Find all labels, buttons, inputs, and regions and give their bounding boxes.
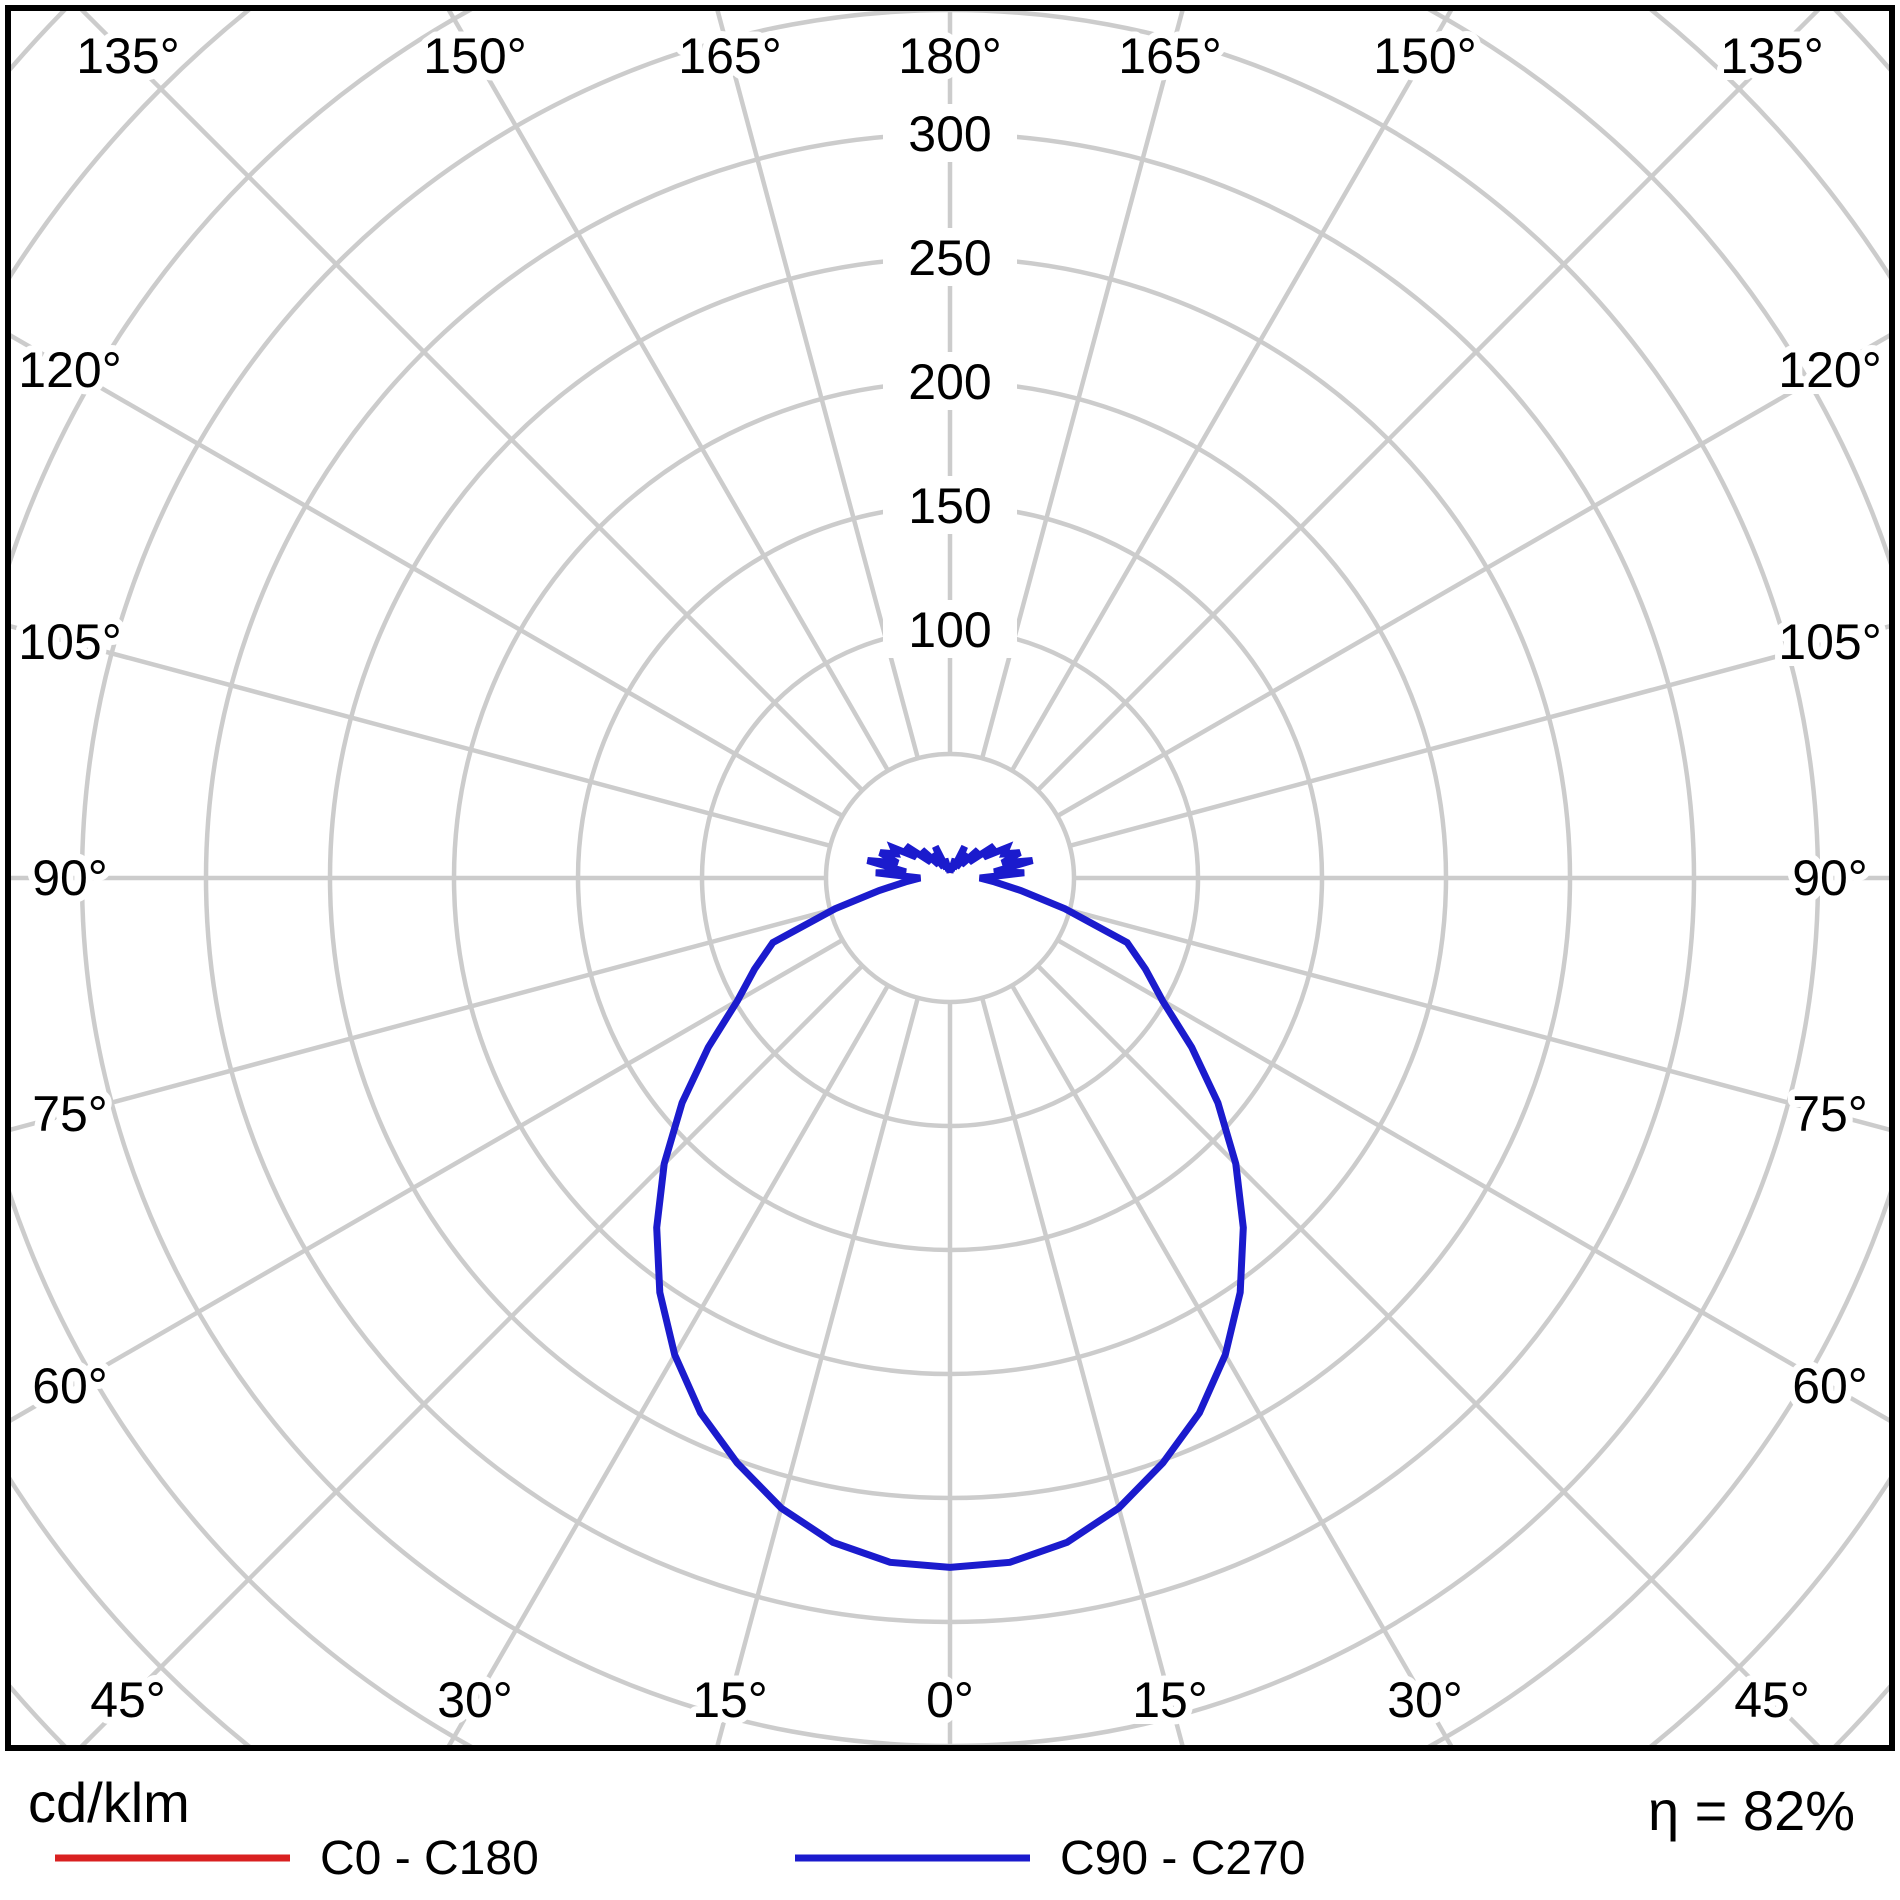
- radial-label-mask: [883, 104, 1017, 162]
- radial-label-mask: [883, 228, 1017, 286]
- grid-spoke: [11, 908, 830, 1132]
- c90-c270-curve: [653, 841, 1247, 1571]
- angle-tick-label: 15°: [1132, 1672, 1208, 1728]
- angle-tick-label: 150°: [423, 28, 526, 84]
- radial-label-mask: [883, 352, 1017, 410]
- grid-spoke: [1036, 964, 1821, 1745]
- grid-spoke: [715, 11, 920, 758]
- legend: C0 - C180 C90 - C270: [55, 1832, 1305, 1885]
- radial-label-mask: [883, 600, 1017, 658]
- grid-spoke: [1070, 624, 1889, 848]
- angle-tick-label: 120°: [1778, 342, 1881, 398]
- grid-spoke: [11, 624, 830, 848]
- angle-tick-label: 150°: [1373, 28, 1476, 84]
- angle-tick-label: 180°: [898, 28, 1001, 84]
- angle-tick-label: 105°: [18, 614, 121, 670]
- grid-spoke: [79, 11, 864, 792]
- grid-circle: [823, 751, 1077, 1005]
- radial-tick-labels: 100 150 200 250 300: [883, 104, 1017, 658]
- radial-tick-label: 150: [908, 478, 991, 534]
- grid-spoke: [1010, 11, 1454, 771]
- grid-spoke: [1057, 938, 1889, 1423]
- radial-tick-label: 200: [908, 354, 991, 410]
- angle-tick-label: 105°: [1778, 614, 1881, 670]
- legend-label-c0-c180: C0 - C180: [320, 1832, 539, 1885]
- radial-tick-label: 100: [908, 602, 991, 658]
- angle-tick-label: 30°: [1387, 1672, 1463, 1728]
- angle-tick-label: 75°: [1792, 1086, 1868, 1142]
- angle-tick-label: 135°: [1720, 28, 1823, 84]
- angle-tick-label: 45°: [1734, 1672, 1810, 1728]
- angle-tick-label: 165°: [678, 28, 781, 84]
- legend-label-c90-c270: C90 - C270: [1060, 1832, 1305, 1885]
- grid-spoke: [11, 333, 843, 818]
- angle-tick-label: 15°: [692, 1672, 768, 1728]
- angle-tick-label: 30°: [437, 1672, 513, 1728]
- angle-tick-label: 0°: [926, 1672, 974, 1728]
- angle-tick-label: 60°: [1792, 1358, 1868, 1414]
- angle-tick-label: 90°: [32, 850, 108, 906]
- radial-label-mask: [883, 476, 1017, 534]
- angle-tick-label: 120°: [18, 342, 121, 398]
- angle-tick-label: 165°: [1118, 28, 1221, 84]
- grid-spoke: [980, 998, 1185, 1745]
- grid-spoke: [79, 964, 864, 1745]
- unit-label: cd/klm: [28, 1771, 190, 1834]
- plot-border: [5, 5, 1895, 1751]
- efficiency-label: η = 82%: [1648, 1779, 1855, 1842]
- grid-spoke: [446, 11, 890, 771]
- intensity-curves: [653, 841, 1247, 1571]
- grid-spoke: [11, 938, 843, 1423]
- grid-spoke: [1057, 333, 1889, 818]
- grid-spoke: [980, 11, 1185, 758]
- grid-spoke: [446, 985, 890, 1745]
- angle-tick-labels: 0° 15° 15° 30° 30° 45° 45° 60° 60° 75° 75° 90° 90° 10…: [11, 21, 1888, 1735]
- radial-tick-label: 250: [908, 230, 991, 286]
- angle-tick-label: 90°: [1792, 850, 1868, 906]
- grid-spoke: [1010, 985, 1454, 1745]
- angle-tick-label: 75°: [32, 1086, 108, 1142]
- grid-spoke: [1036, 11, 1821, 792]
- grid-spoke: [1070, 908, 1889, 1132]
- angle-tick-label: 45°: [90, 1672, 166, 1728]
- radial-tick-label: 300: [908, 106, 991, 162]
- angle-tick-label: 135°: [76, 28, 179, 84]
- grid-spoke: [715, 998, 920, 1745]
- angle-tick-label: 60°: [32, 1358, 108, 1414]
